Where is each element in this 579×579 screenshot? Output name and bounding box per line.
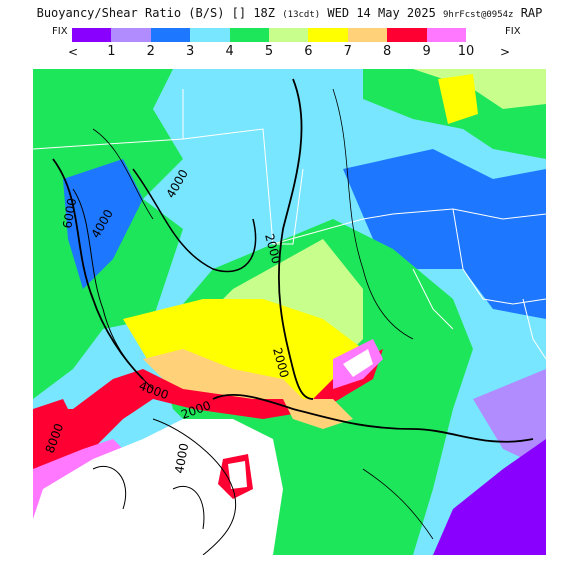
color-swatch[interactable] [150,28,191,42]
color-scale-label: 2 [146,44,155,59]
color-scale-bar [72,28,467,42]
color-scale-label: 8 [383,44,392,59]
color-swatch[interactable] [190,28,230,42]
color-swatch[interactable] [387,28,427,42]
next-arrow-button[interactable]: > [500,45,511,59]
color-scale-label: 1 [107,44,116,59]
color-swatch[interactable] [308,28,348,42]
contour-lines [52,78,534,555]
shading-layer [33,69,546,555]
title-main: Buoyancy/Shear Ratio (B/S) [] 18Z [36,6,276,20]
previous-arrow-button[interactable]: < [68,45,79,59]
contour-label: 6000 [60,197,79,230]
color-scale-labels: 1 2 3 4 5 6 7 8 9 10 [72,44,474,60]
forecast-map: 6000 4000 4000 2000 2000 4000 2000 8000 … [33,69,546,555]
title-valid-time: (13cdt) [282,10,321,20]
color-swatch[interactable] [72,28,112,42]
color-swatch[interactable] [347,28,388,42]
fix-right-button[interactable]: FIX [505,26,521,37]
color-scale-label: 9 [422,44,431,59]
title-date: WED 14 May 2025 [327,6,444,20]
state-borders [33,89,546,360]
color-swatch[interactable] [229,28,270,42]
color-swatch[interactable] [269,28,309,42]
color-scale-label: 4 [225,44,234,59]
color-scale-label: 6 [304,44,313,59]
title-model: RAP [520,6,543,20]
fix-left-button[interactable]: FIX [52,26,68,37]
color-scale-label: 3 [186,44,195,59]
color-scale-label: 7 [343,44,352,59]
title-forecast: 9hrFcst@0954z [443,10,514,20]
contour-label: 4000 [172,442,191,475]
chart-title: Buoyancy/Shear Ratio (B/S) [] 18Z (13cdt… [0,6,579,20]
color-swatch[interactable] [111,28,151,42]
color-scale-label: 10 [457,44,475,59]
color-swatch[interactable] [426,28,467,42]
color-scale-label: 5 [264,44,274,59]
